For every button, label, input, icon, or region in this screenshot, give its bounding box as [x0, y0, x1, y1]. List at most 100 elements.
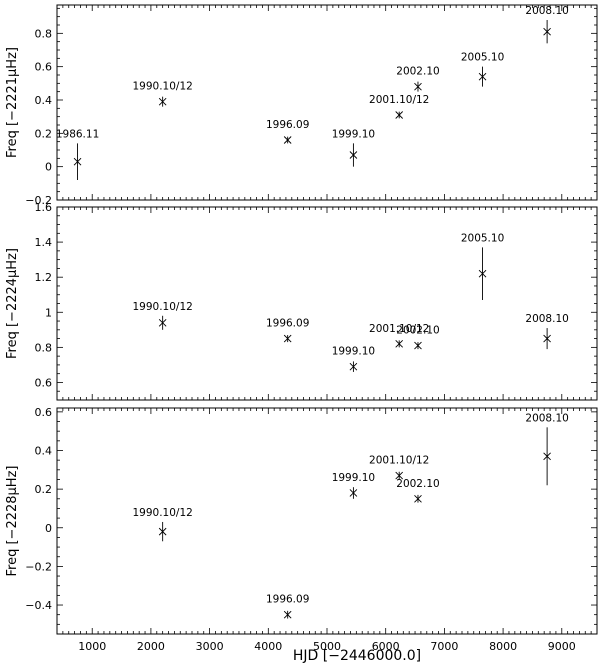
y-tick-label: 0.6 [35, 61, 53, 74]
panel-middle: 0.6 0.8 1 1.2 1.4 1.6 Freq [−2224μHz] 1990.10/1… [5, 201, 598, 401]
data-point: 2005.10 [461, 232, 504, 300]
data-point: 1990.10/12 [132, 301, 193, 330]
x-marker [543, 452, 551, 461]
data-point: 1999.10 [332, 472, 375, 499]
x-marker [414, 494, 422, 503]
x-marker [349, 489, 358, 497]
panel-bottom: 1000 2000 3000 4000 5000 6000 7000 8000 9000 −0.4… [5, 406, 598, 653]
x-marker [478, 72, 487, 81]
y-tick-label: 0.2 [35, 483, 53, 496]
x-tick-label: 7000 [430, 640, 458, 653]
y-tick-label: 0.4 [35, 444, 53, 457]
x-tick-label: 1000 [78, 640, 106, 653]
x-marker [73, 157, 82, 166]
x-marker [158, 97, 167, 106]
point-label: 1999.10 [332, 128, 375, 140]
data-point: 1999.10 [332, 128, 375, 167]
x-marker [395, 471, 404, 480]
data-point: 2001.10/12 [369, 94, 429, 119]
x-tick-label: 8000 [489, 640, 517, 653]
data-point: 1990.10/12 [132, 507, 193, 542]
x-marker [414, 82, 422, 91]
data-point: 2008.10 [525, 5, 569, 44]
plot-frame [56, 407, 598, 635]
x-tick-label: 9000 [548, 640, 576, 653]
x-marker [395, 111, 404, 119]
point-label: 1996.09 [266, 318, 309, 330]
y-tick-label: 0.6 [35, 406, 53, 419]
point-label: 2005.10 [461, 52, 504, 64]
x-marker [158, 318, 167, 327]
data-point: 1996.09 [266, 119, 309, 144]
y-axis-label: Freq [−2221μHz] [5, 47, 20, 158]
x-marker [158, 527, 167, 536]
data-point: 1986.11 [56, 128, 99, 180]
y-axis-label: Freq [−2228μHz] [5, 466, 20, 577]
y-tick-label: 1.4 [35, 236, 53, 249]
y-tick-label: −0.2 [25, 194, 52, 207]
x-tick-label: 2000 [137, 640, 165, 653]
x-tick-label: 5000 [313, 640, 341, 653]
data-point: 1996.09 [266, 594, 309, 619]
y-tick-label: 0.6 [35, 376, 53, 389]
x-tick-label: 3000 [196, 640, 224, 653]
point-label: 1990.10/12 [132, 507, 192, 519]
x-marker [349, 362, 358, 371]
point-label: 1986.11 [56, 128, 99, 140]
point-label: 2008.10 [525, 5, 568, 17]
x-marker [283, 136, 292, 144]
x-marker [395, 340, 404, 348]
x-marker [543, 334, 551, 343]
x-marker [283, 610, 292, 619]
data-point: 1996.09 [266, 318, 309, 343]
point-label: 2008.10 [525, 412, 568, 424]
data-point: 2001.10/12 [369, 455, 429, 480]
panel-top: −0.2 0 0.2 0.4 0.6 0.8 Freq [−2221μHz] 1986.11 1… [5, 4, 598, 207]
data-point: 2005.10 [461, 52, 504, 87]
data-point: 2002.10 [396, 478, 440, 503]
point-label: 1996.09 [266, 594, 309, 606]
y-tick-label: −0.4 [25, 599, 52, 612]
x-tick-label: 4000 [254, 640, 282, 653]
data-point: 2008.10 [525, 412, 569, 486]
point-label: 2002.10 [396, 478, 439, 490]
data-point: 1990.10/12 [132, 81, 193, 107]
point-label: 2001.10/12 [369, 323, 429, 335]
y-tick-label: 1 [45, 306, 52, 319]
y-tick-label: 1.2 [35, 271, 53, 284]
x-marker [543, 27, 551, 36]
y-tick-label: 0.8 [35, 27, 53, 40]
point-label: 1999.10 [332, 472, 375, 484]
point-label: 2002.10 [396, 325, 439, 337]
point-label: 1999.10 [332, 346, 375, 358]
y-tick-label: −0.2 [25, 560, 52, 573]
data-point: 2002.10 [396, 66, 440, 92]
point-label: 2001.10/12 [369, 455, 429, 467]
y-axis-label: Freq [−2224μHz] [5, 248, 20, 359]
data-point: 1999.10 [332, 346, 375, 372]
y-tick-label: 0 [45, 522, 52, 535]
plot-frame [56, 4, 598, 201]
y-tick-label: 1.6 [35, 201, 53, 214]
data-point: 2001.10/12 [369, 323, 429, 348]
x-marker [414, 341, 422, 350]
y-tick-label: 0.4 [35, 94, 53, 107]
x-marker [349, 151, 358, 159]
data-point: 2002.10 [396, 325, 440, 350]
point-label: 2002.10 [396, 66, 439, 78]
data-point: 2008.10 [525, 313, 569, 350]
point-label: 2005.10 [461, 232, 504, 244]
point-label: 1990.10/12 [132, 301, 192, 313]
x-marker [478, 269, 487, 278]
point-label: 1990.10/12 [132, 81, 192, 93]
x-axis-label: HJD [−2446000.0] [293, 648, 421, 664]
y-tick-label: 0.8 [35, 341, 53, 354]
y-tick-label: 0.2 [35, 127, 53, 140]
x-marker [283, 334, 292, 343]
point-label: 1996.09 [266, 119, 309, 131]
y-tick-label: 0 [45, 161, 52, 174]
x-tick-label: 6000 [372, 640, 400, 653]
point-label: 2001.10/12 [369, 94, 429, 106]
point-label: 2008.10 [525, 313, 568, 325]
